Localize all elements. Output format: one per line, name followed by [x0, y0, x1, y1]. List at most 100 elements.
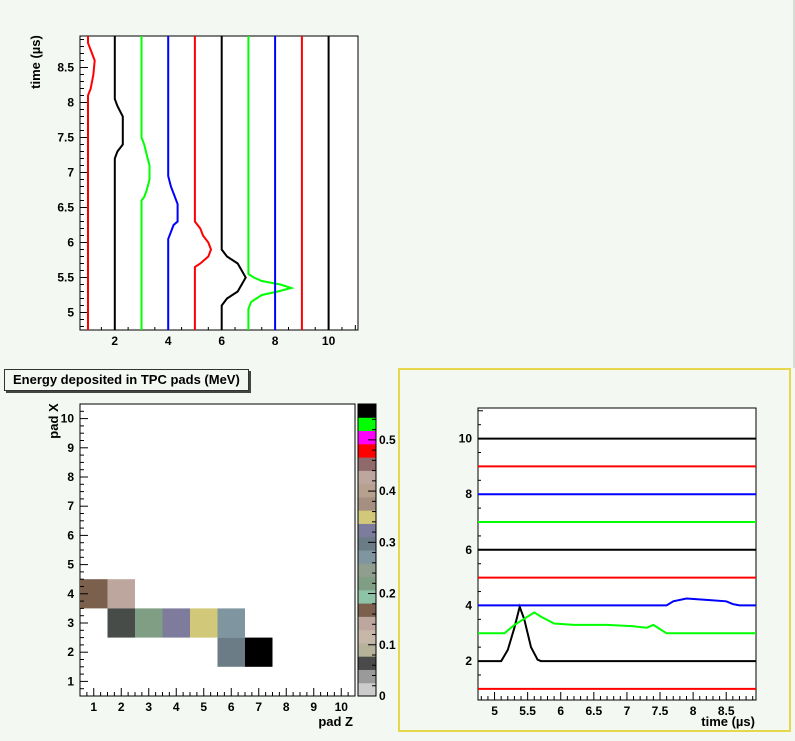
- x-tick-label: 4: [165, 334, 172, 348]
- heatmap-cell: [217, 637, 245, 667]
- palette-swatch: [358, 616, 376, 631]
- heatmap-cell: [135, 608, 163, 638]
- x-tick-label: 9: [310, 700, 317, 714]
- x-tick-label: 2: [118, 700, 125, 714]
- vertical-divider: [793, 0, 795, 368]
- palette-swatch: [358, 550, 376, 564]
- heatmap-cell: [107, 579, 135, 609]
- heatmap-cell: [190, 608, 218, 638]
- palette-swatch: [358, 589, 376, 604]
- x-tick-label: 1: [90, 700, 97, 714]
- heatmap-cell: [162, 608, 190, 638]
- y-tick-label: 1: [67, 674, 74, 688]
- y-tick-label: 5.5: [57, 271, 74, 285]
- y-tick-label: 4: [67, 587, 74, 601]
- signal-trace-5: [193, 36, 213, 330]
- plot-frame: [477, 407, 757, 701]
- chart-signals-horizontal: time (µs) 5 5.5 6 6.5 7 7.5 8 8.5 2 4 6 8 10: [459, 407, 757, 729]
- y-tick-label: 6: [67, 528, 74, 542]
- y-tick-label: 8: [465, 487, 472, 501]
- palette-swatch: [358, 483, 376, 498]
- x-tick-label: 4: [173, 700, 180, 714]
- palette-tick-label: 0: [379, 689, 386, 703]
- y-tick-label: 4: [465, 598, 472, 612]
- panel-title: Energy deposited in TPC pads (MeV): [4, 369, 249, 391]
- palette-swatch: [358, 430, 376, 445]
- signal-trace-6: [220, 36, 247, 330]
- palette-swatch: [358, 603, 376, 617]
- x-tick-label: 5: [200, 700, 207, 714]
- palette-swatch: [358, 470, 376, 485]
- x-tick-label: 6.5: [585, 704, 602, 718]
- palette-swatch: [358, 457, 376, 471]
- x-tick-label: 7.5: [652, 704, 669, 718]
- palette-tick-label: 0.1: [379, 638, 396, 652]
- pane-signals-vertical: time (µs) 2 4 6 8 10 5 5.5 6 6.5 7 7.5 8 8.5: [0, 0, 398, 366]
- y-tick-label: 2: [465, 654, 472, 668]
- y-tick-label: 8: [67, 470, 74, 484]
- x-tick-label: 8: [283, 700, 290, 714]
- palette-swatch: [358, 443, 376, 458]
- palette-swatch: [358, 656, 376, 670]
- signal-trace-2: [113, 36, 124, 330]
- palette-tick-label: 0.3: [379, 535, 396, 549]
- y-tick-label: 10: [61, 412, 75, 426]
- y-tick-label: 7: [67, 166, 74, 180]
- heatmap-cell: [107, 608, 135, 638]
- heatmap-cell: [245, 637, 273, 667]
- y-tick-label: 6: [465, 543, 472, 557]
- palette-swatch: [358, 669, 376, 684]
- y-tick-label: 3: [67, 616, 74, 630]
- y-tick-label: 6.5: [57, 201, 74, 215]
- signal-trace-7: [247, 36, 295, 330]
- x-tick-label: 2: [111, 334, 118, 348]
- x-tick-label: 10: [322, 334, 336, 348]
- y-tick-label: 10: [459, 432, 473, 446]
- x-tick-label: 8: [272, 334, 279, 348]
- x-tick-label: 6: [218, 334, 225, 348]
- y-tick-label: 8: [67, 96, 74, 110]
- palette-tick-label: 0.4: [379, 484, 396, 498]
- y-tick-label: 5: [67, 306, 74, 320]
- palette-swatch: [358, 404, 376, 418]
- y-tick-label: 7: [67, 499, 74, 513]
- y-tick-label: 9: [67, 441, 74, 455]
- x-tick-label: 8: [690, 704, 697, 718]
- palette-swatch: [358, 417, 376, 432]
- y-tick-label: 7.5: [57, 131, 74, 145]
- pane-heatmap: pad X pad Z 1 2 3 4 5 6 7 8 9 10 1 2 3 4 5 6 7 8 9 10 0 0.1 0.…: [0, 396, 396, 736]
- palette-swatch: [358, 563, 376, 578]
- palette-swatch: [358, 642, 376, 657]
- palette-swatch: [358, 629, 376, 644]
- signal-trace-1: [87, 36, 96, 330]
- palette-swatch: [358, 682, 376, 697]
- palette-swatch: [358, 523, 376, 538]
- x-tick-label: 7: [624, 704, 631, 718]
- y-tick-label: 2: [67, 645, 74, 659]
- palette-swatch: [358, 536, 376, 551]
- chart-pad-energy: pad X pad Z 1 2 3 4 5 6 7 8 9 10 1 2 3 4 5 6 7 8 9 10 0 0.1 0.…: [46, 403, 396, 729]
- x-axis-label: time (µs): [701, 714, 755, 729]
- x-tick-label: 5.5: [519, 704, 536, 718]
- signal-trace-4: [167, 36, 179, 330]
- x-axis-label: pad Z: [318, 714, 353, 729]
- palette-swatch: [358, 576, 376, 591]
- signal-trace-3: [140, 36, 151, 330]
- palette-tick-label: 0.2: [379, 587, 396, 601]
- chart-signals-vertical: time (µs) 2 4 6 8 10 5 5.5 6 6.5 7 7.5 8 8.5: [28, 35, 359, 348]
- palette-swatch: [358, 496, 376, 511]
- palette-frame: [357, 403, 377, 697]
- pane-signals-horizontal[interactable]: time (µs) 5 5.5 6 6.5 7 7.5 8 8.5 2 4 6 8 10: [398, 368, 791, 732]
- y-axis-label: time (µs): [28, 35, 43, 89]
- signal-trace-2: [478, 603, 756, 663]
- x-tick-label: 5: [491, 704, 498, 718]
- x-tick-label: 3: [145, 700, 152, 714]
- x-tick-label: 10: [335, 700, 349, 714]
- x-tick-label: 6: [557, 704, 564, 718]
- palette-tick-label: 0.5: [379, 433, 396, 447]
- signal-trace-4: [478, 597, 756, 607]
- x-tick-label: 8.5: [718, 704, 735, 718]
- y-tick-label: 6: [67, 236, 74, 250]
- y-tick-label: 8.5: [57, 61, 74, 75]
- x-tick-label: 7: [255, 700, 262, 714]
